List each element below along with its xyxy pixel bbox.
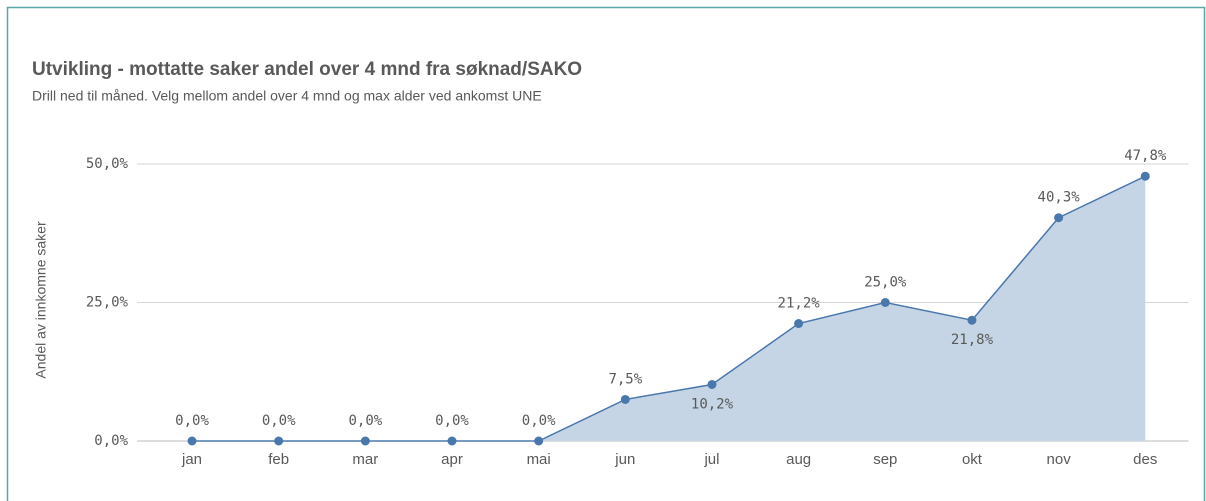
point [707,379,717,389]
x-tick-label: jun [614,451,635,468]
line [192,175,1146,442]
x-tick-label: sep [873,451,897,468]
point [620,394,630,404]
x-tick-label: jan [181,451,202,468]
data-label: 10,2% [691,396,734,412]
point [1140,171,1150,181]
data-label: 47,8% [1124,148,1167,164]
point [447,436,457,446]
point [794,319,804,329]
chart-title: Utvikling - mottatte saker andel over 4 … [32,59,582,80]
point [967,315,977,325]
data-label: 7,5% [608,371,642,387]
point [187,436,197,446]
x-tick-label: feb [268,451,289,468]
x-tick-label: jul [703,451,719,468]
data-label: 21,8% [951,332,994,348]
x-tick-label: nov [1047,451,1072,468]
point [534,436,544,446]
x-tick-label: okt [962,451,983,468]
point [274,436,284,446]
x-tick-label: aug [786,451,811,468]
y-tick-label: 0,0% [94,433,128,449]
area [192,176,1146,442]
x-tick-label: mar [352,451,378,468]
y-tick-label: 50,0% [86,156,129,172]
data-label: 0,0% [348,413,382,429]
data-label: 0,0% [175,413,209,429]
y-tick-label: 25,0% [86,295,129,311]
chart-subtitle: Drill ned til måned. Velg mellom andel o… [32,88,542,104]
card-border [6,6,1206,501]
x-tick-label: mai [527,451,551,468]
data-label: 21,2% [778,296,821,312]
data-label: 40,3% [1038,190,1081,206]
point [360,436,370,446]
x-tick-label: apr [441,451,463,468]
data-label: 0,0% [262,413,296,429]
point [1054,213,1064,223]
data-label: 0,0% [435,413,469,429]
data-label: 0,0% [522,413,556,429]
x-tick-label: des [1133,451,1157,468]
data-label: 25,0% [864,275,907,291]
point [880,298,890,307]
y-axis-label: Andel av innkomne saker [33,221,49,379]
